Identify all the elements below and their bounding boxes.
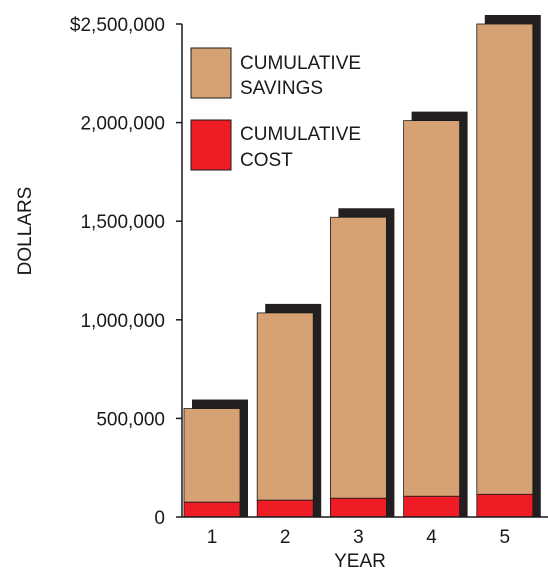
axes-layer [181, 24, 548, 518]
x-ticks: 1 2 3 4 5 [207, 527, 510, 548]
bars-layer [183, 15, 541, 518]
legend-label-savings-line2: SAVINGS [240, 78, 323, 99]
legend-swatch-savings [190, 47, 232, 99]
legend: CUMULATIVE SAVINGS CUMULATIVE COST [190, 47, 361, 171]
y-tick-label: 2,000,000 [80, 114, 165, 135]
y-ticks: 0 500,000 1,000,000 1,500,000 2,000,000 $2,50… [70, 15, 182, 529]
x-axis-title: YEAR [334, 551, 386, 572]
x-tick-label: 3 [353, 527, 364, 548]
x-tick-label: 4 [426, 527, 437, 548]
bar-savings-year-3 [329, 216, 387, 499]
y-tick-label: 500,000 [96, 409, 165, 430]
bar-savings-year-1 [183, 408, 241, 503]
bar-cost-year-4 [403, 495, 461, 518]
bar-cost-year-1 [183, 501, 241, 518]
bar-savings-year-4 [403, 120, 461, 497]
legend-label-cost-line1: CUMULATIVE [240, 124, 361, 145]
x-tick-label: 2 [280, 527, 291, 548]
bar-cost-year-5 [476, 493, 534, 518]
y-tick-label: $2,500,000 [70, 15, 165, 36]
bar-cost-year-3 [329, 497, 387, 518]
bar-cost-year-2 [256, 499, 314, 518]
legend-label-savings-line1: CUMULATIVE [240, 53, 361, 74]
x-tick-label: 5 [500, 527, 511, 548]
y-axis-title: DOLLARS [15, 187, 36, 276]
legend-swatch-cost [190, 119, 232, 171]
y-tick-label: 1,000,000 [80, 311, 165, 332]
legend-label-cost-line2: COST [240, 150, 293, 171]
y-tick-label: 1,500,000 [80, 212, 165, 233]
bar-savings-year-5 [476, 23, 534, 495]
y-tick-label: 0 [154, 508, 165, 529]
bar-savings-year-2 [256, 312, 314, 501]
x-tick-label: 1 [207, 527, 218, 548]
